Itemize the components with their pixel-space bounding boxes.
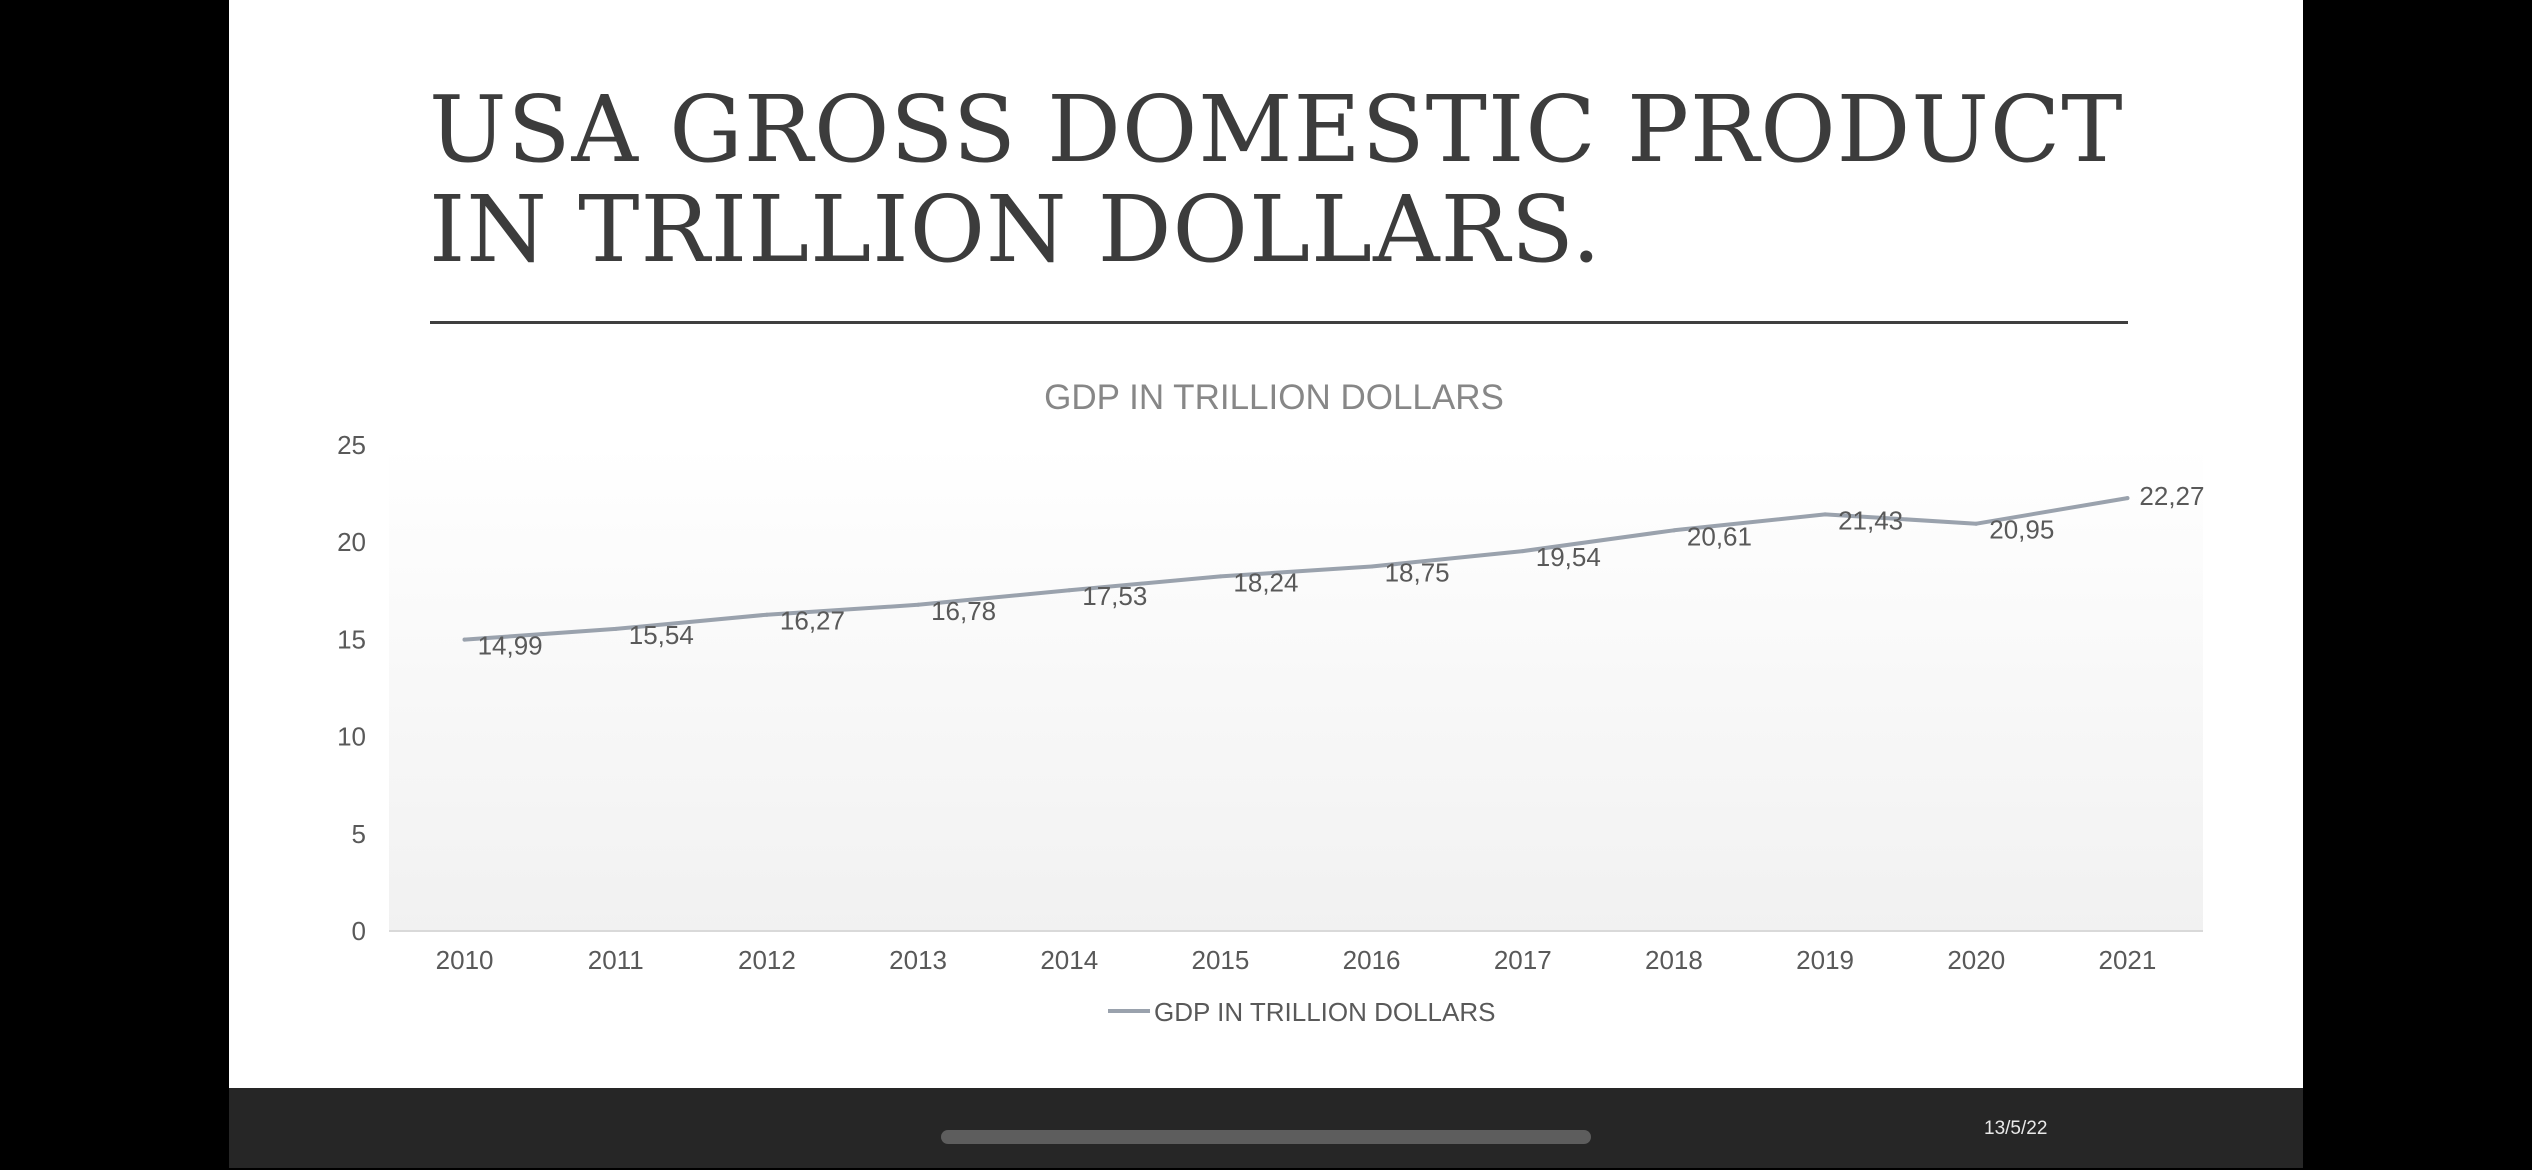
slide-title: USA GROSS DOMESTIC PRODUCT IN TRILLION D…	[429, 76, 2124, 283]
data-label: 16,78	[931, 596, 996, 626]
x-tick-label: 2018	[1645, 945, 1703, 975]
x-tick-label: 2012	[738, 945, 796, 975]
data-label: 18,24	[1233, 567, 1298, 597]
data-label: 22,27	[2139, 481, 2204, 511]
data-point	[1671, 528, 1676, 533]
data-label: 16,27	[780, 606, 845, 636]
data-point	[1823, 512, 1828, 517]
x-tick-label: 2021	[2098, 945, 2156, 975]
data-label: 20,61	[1687, 521, 1752, 551]
presentation-bottom-bar: 13/5/22	[229, 1088, 2303, 1168]
chart-title: GDP IN TRILLION DOLLARS	[1044, 378, 1504, 417]
x-tick-label: 2010	[436, 945, 494, 975]
data-point	[1520, 549, 1525, 554]
x-axis-ticks: 2010 2011 2012 2013 2014 2015 2016 2017 2018 2019…	[436, 945, 2157, 975]
y-axis-ticks: 0 5 10 15 20 25	[337, 430, 366, 946]
y-tick-label: 0	[352, 916, 366, 946]
data-point	[1067, 588, 1072, 593]
x-tick-label: 2020	[1947, 945, 2005, 975]
x-tick-label: 2013	[889, 945, 947, 975]
x-tick-label: 2016	[1343, 945, 1401, 975]
y-tick-label: 25	[337, 430, 366, 460]
title-divider	[430, 321, 2128, 324]
y-tick-label: 10	[337, 722, 366, 752]
data-label: 18,75	[1385, 558, 1450, 588]
data-point	[1369, 564, 1374, 569]
y-tick-label: 20	[337, 527, 366, 557]
x-tick-label: 2014	[1040, 945, 1098, 975]
data-label: 15,54	[629, 620, 694, 650]
data-point	[1218, 574, 1223, 579]
legend-label: GDP IN TRILLION DOLLARS	[1154, 997, 1495, 1027]
data-label: 19,54	[1536, 542, 1601, 572]
x-tick-label: 2017	[1494, 945, 1552, 975]
data-label: 21,43	[1838, 505, 1903, 535]
data-point	[764, 612, 769, 617]
series-group	[462, 496, 2130, 642]
data-point	[916, 602, 921, 607]
legend: GDP IN TRILLION DOLLARS	[1108, 997, 1495, 1027]
data-labels: 14,99 15,54 16,27 16,78 17,53 18,24 18,75 19,54…	[478, 481, 2205, 661]
data-label: 20,95	[1989, 515, 2054, 545]
series-line	[462, 496, 2130, 642]
data-point	[462, 637, 467, 642]
horizontal-scrollbar[interactable]	[941, 1130, 1591, 1144]
x-tick-label: 2019	[1796, 945, 1854, 975]
x-tick-label: 2011	[588, 945, 644, 975]
data-point	[613, 626, 618, 631]
date-label: 13/5/22	[1984, 1118, 2048, 1139]
data-label: 14,99	[478, 631, 543, 661]
x-tick-label: 2015	[1191, 945, 1249, 975]
data-label: 17,53	[1082, 581, 1147, 611]
slide: USA GROSS DOMESTIC PRODUCT IN TRILLION D…	[229, 0, 2303, 1088]
data-point	[2125, 496, 2130, 501]
data-point	[1974, 521, 1979, 526]
y-tick-label: 15	[337, 624, 366, 654]
y-tick-label: 5	[352, 819, 366, 849]
plot-area	[389, 445, 2203, 931]
